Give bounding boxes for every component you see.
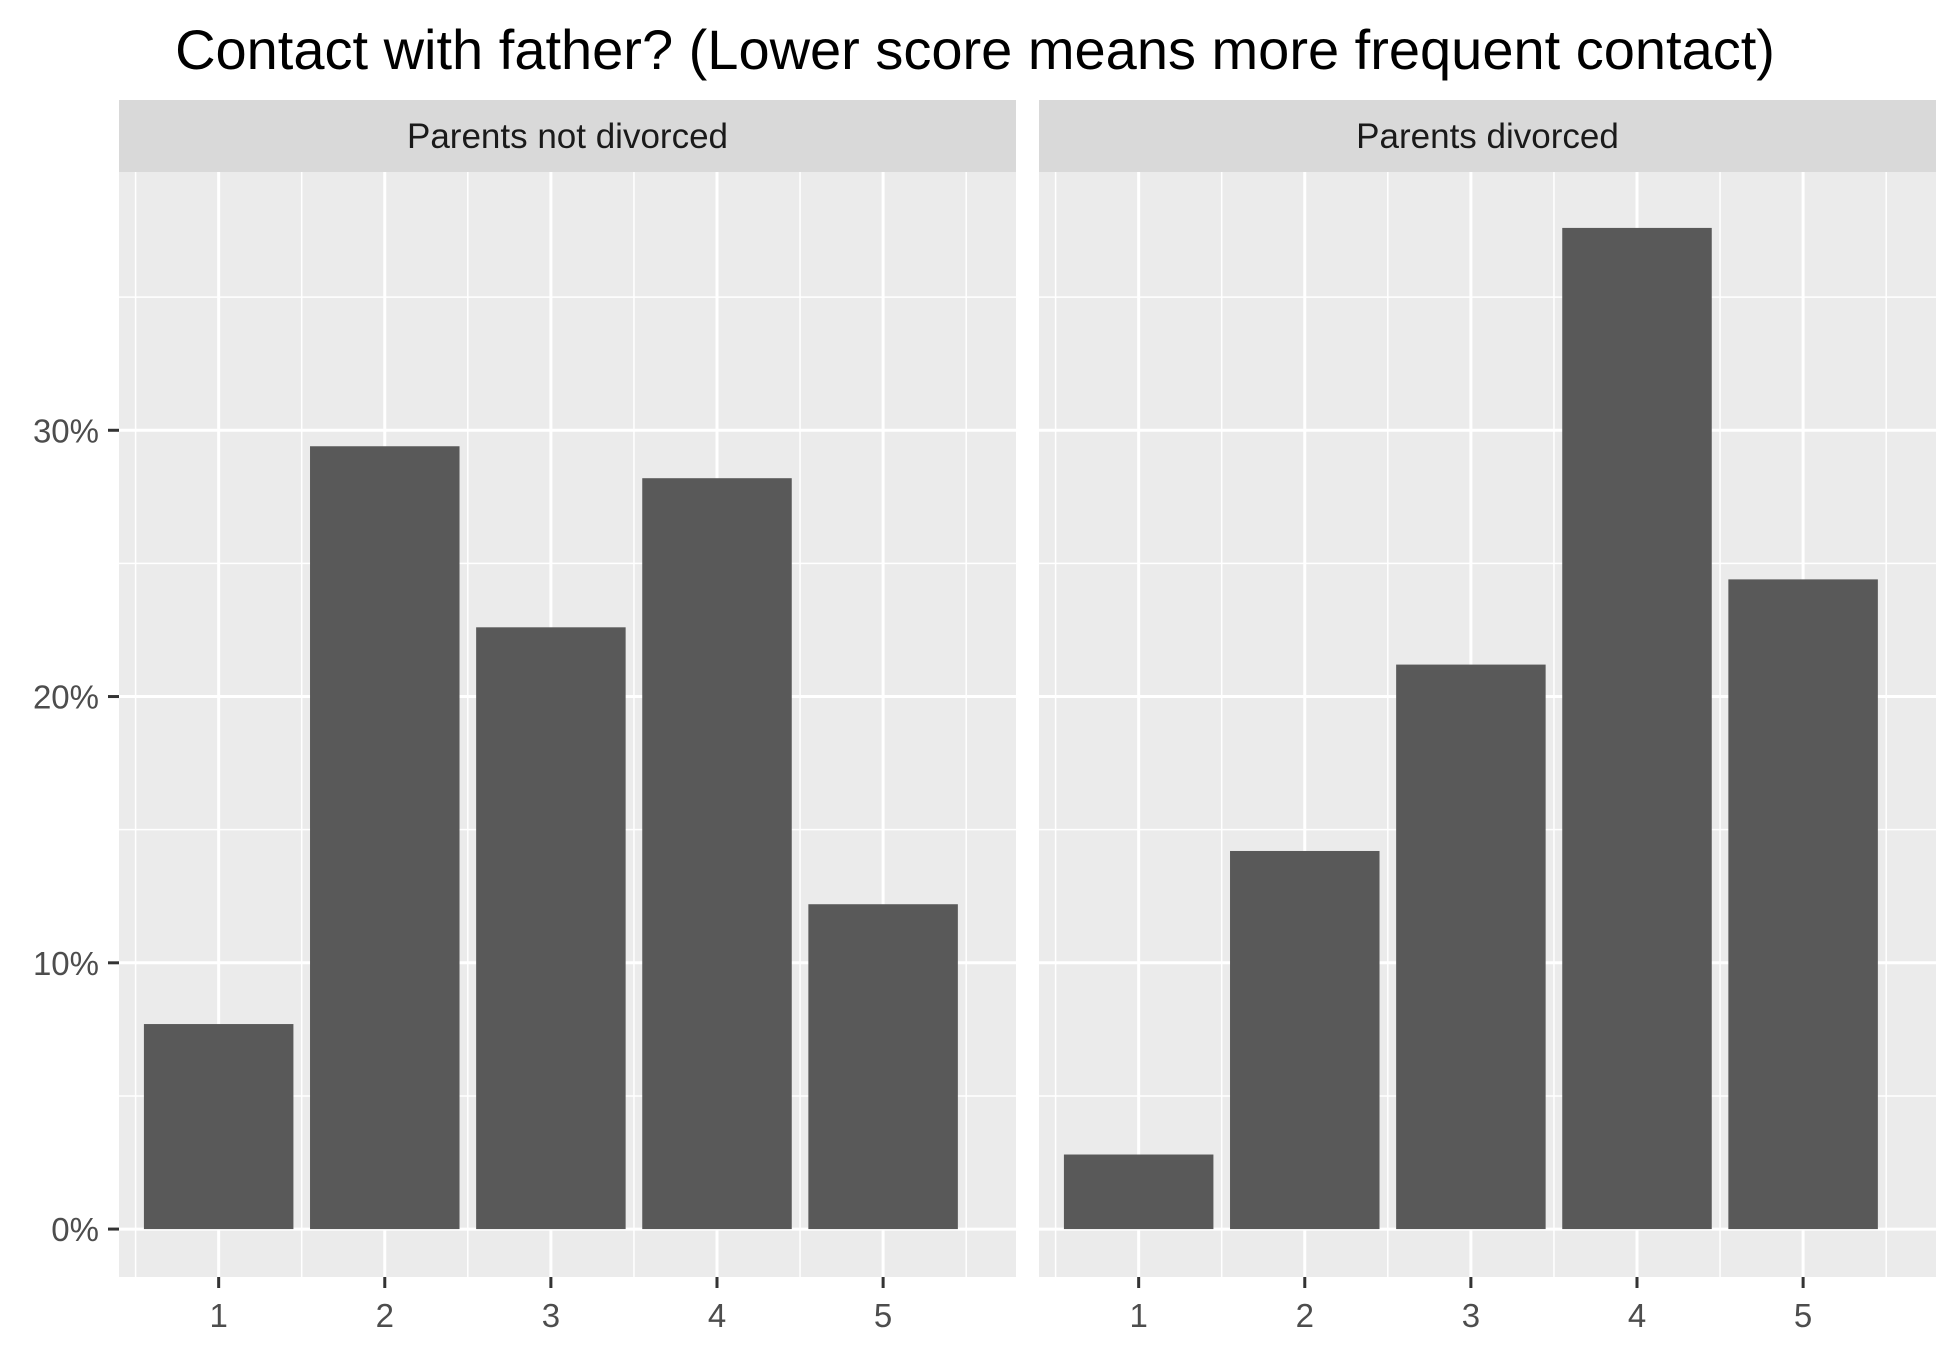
bar xyxy=(1728,579,1878,1230)
y-tick-label: 20% xyxy=(33,679,99,716)
bar xyxy=(808,904,958,1230)
x-tick-label: 3 xyxy=(1462,1297,1480,1334)
y-tick-label: 30% xyxy=(33,412,99,449)
x-tick-label: 2 xyxy=(376,1297,394,1334)
x-tick-label: 5 xyxy=(1794,1297,1812,1334)
facet-strip xyxy=(119,100,1016,172)
y-tick-label: 10% xyxy=(33,945,99,982)
x-tick-label: 4 xyxy=(1628,1297,1646,1334)
x-tick-label: 5 xyxy=(874,1297,892,1334)
bar xyxy=(1230,850,1380,1230)
bar xyxy=(143,1024,294,1230)
x-tick-label: 1 xyxy=(1129,1297,1147,1334)
bar xyxy=(1396,664,1546,1230)
x-tick-label: 2 xyxy=(1296,1297,1314,1334)
bar xyxy=(1063,1154,1214,1230)
bar xyxy=(1562,227,1712,1230)
bar xyxy=(642,478,792,1230)
facet-label: Parents not divorced xyxy=(407,117,728,156)
y-tick-label: 0% xyxy=(51,1211,99,1248)
x-tick-label: 3 xyxy=(542,1297,560,1334)
x-tick-label: 1 xyxy=(209,1297,227,1334)
bar xyxy=(476,627,626,1230)
chart-title: Contact with father? (Lower score means … xyxy=(175,18,1775,81)
facet-label: Parents divorced xyxy=(1356,117,1619,156)
facet-strip xyxy=(1039,100,1936,172)
x-tick-label: 4 xyxy=(708,1297,726,1334)
bar xyxy=(310,446,460,1230)
